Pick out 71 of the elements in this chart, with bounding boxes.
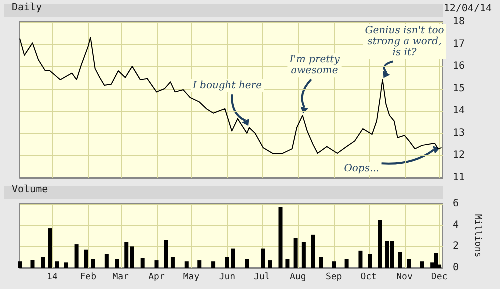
bar: [164, 240, 168, 268]
bar: [64, 262, 68, 268]
bar: [18, 262, 22, 268]
y-tick-label: 16: [453, 61, 466, 72]
x-tick-label: Nov: [396, 272, 413, 282]
bar: [184, 262, 189, 268]
bar: [140, 258, 145, 268]
annotation: Oops...: [344, 163, 380, 174]
x-tick-label: Oct: [360, 272, 377, 282]
bar: [41, 257, 46, 268]
bar: [261, 248, 266, 268]
bar: [104, 254, 109, 268]
bar: [48, 228, 52, 268]
bar: [91, 259, 96, 268]
line-series: [20, 37, 442, 154]
bar: [55, 262, 60, 268]
y-axis-title: Millions: [472, 214, 482, 258]
bar: [302, 242, 306, 268]
chart-title: Daily: [12, 2, 42, 14]
x-tick-label: 14: [47, 272, 58, 282]
y-tick-label: 6: [453, 198, 460, 210]
x-tick-label: Aug: [290, 272, 306, 282]
bar: [124, 242, 129, 268]
x-tick-label: May: [183, 272, 200, 282]
bar: [319, 257, 324, 268]
x-tick-label: Apr: [148, 272, 166, 282]
bar: [286, 259, 290, 268]
bar: [420, 262, 424, 268]
bar: [378, 220, 382, 268]
bar: [398, 252, 402, 268]
bar: [434, 253, 438, 268]
bar: [74, 244, 79, 268]
y-tick-label: 13: [453, 128, 466, 139]
bar: [84, 250, 88, 268]
x-tick-label: Jun: [219, 272, 236, 282]
bar: [245, 259, 250, 268]
x-tick-label: Sep: [326, 272, 342, 282]
y-tick-label: 14: [453, 106, 466, 117]
text: 12/04/14: [444, 4, 492, 14]
bar: [170, 257, 175, 268]
bar: [268, 260, 272, 268]
x-tick-label: Jul: [254, 272, 270, 282]
bar: [407, 259, 412, 268]
y-tick-label: 15: [453, 83, 466, 94]
bar: [30, 260, 35, 268]
y-tick-label: 12: [453, 150, 466, 162]
x-tick-label: Mar: [112, 272, 130, 282]
x-tick-label: Dec: [431, 272, 448, 282]
bar: [198, 260, 202, 268]
y-tick-label: 11: [453, 172, 466, 184]
bar: [368, 254, 372, 268]
bar: [130, 246, 134, 268]
bar: [154, 260, 159, 268]
bar: [344, 259, 349, 268]
annotation: I'm pretty awesome: [288, 54, 340, 77]
y-tick-label: 0: [453, 262, 460, 274]
y-tick-label: 2: [453, 241, 460, 252]
bar: [358, 250, 363, 268]
y-tick-label: 18: [453, 16, 466, 28]
bar: [311, 234, 316, 268]
bar: [294, 238, 298, 268]
chart-title: Volume: [12, 184, 48, 196]
bar: [332, 262, 336, 268]
y-tick-label: 17: [453, 38, 466, 50]
annotation: Genius isn't too strong a word, is it?: [365, 25, 444, 58]
bar: [212, 262, 216, 268]
y-tick-label: 4: [453, 220, 460, 231]
bar: [115, 259, 120, 268]
x-tick-label: Feb: [80, 272, 97, 282]
bar: [278, 207, 283, 268]
annotation: I bought here: [192, 80, 262, 92]
